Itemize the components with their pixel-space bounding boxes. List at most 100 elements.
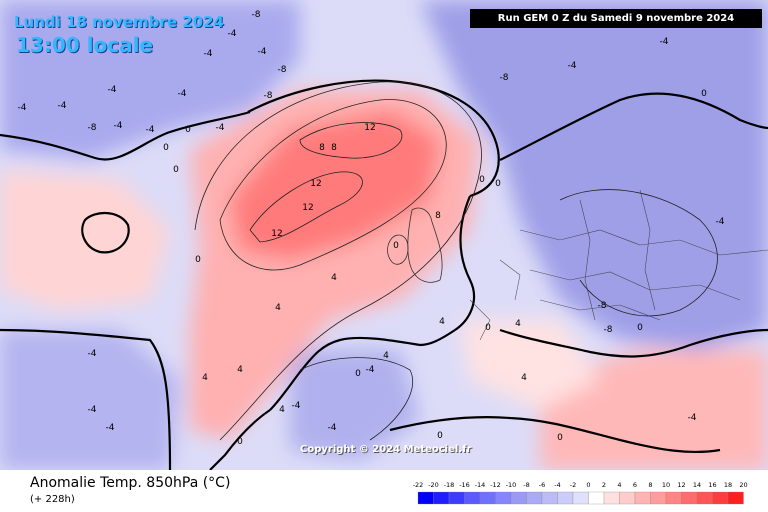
border-f xyxy=(469,299,491,341)
border-g xyxy=(499,259,521,301)
contour-label: -8 xyxy=(598,301,607,311)
legend-tick-label: -10 xyxy=(506,481,517,489)
legend-tick-label: -8 xyxy=(523,481,529,489)
border-c xyxy=(539,299,661,321)
ireland xyxy=(387,234,409,265)
contour-label: -4 xyxy=(108,85,117,95)
legend-tick-label: 20 xyxy=(739,481,747,489)
legend-tick-label: -18 xyxy=(444,481,455,489)
isotherm-0-africa xyxy=(299,357,413,441)
contour-label: -4 xyxy=(716,217,725,227)
contour-label: -4 xyxy=(58,101,67,111)
coast-north-africa xyxy=(389,416,721,454)
legend-tick-label: -16 xyxy=(459,481,470,489)
contour-label: 0 xyxy=(495,179,501,189)
contour-label: -8 xyxy=(278,65,287,75)
legend-tick-label: 0 xyxy=(586,481,590,489)
contour-label: 12 xyxy=(271,229,282,239)
contour-label: 4 xyxy=(331,273,337,283)
forecast-time: 13:00 locale xyxy=(16,33,153,57)
contour-label: 0 xyxy=(637,323,643,333)
warm-zone-balkans xyxy=(460,320,600,410)
contour-label: -4 xyxy=(204,49,213,59)
legend-color-swatch xyxy=(464,491,481,505)
contour-label: 12 xyxy=(302,203,313,213)
legend-tick-label: 4 xyxy=(617,481,621,489)
run-banner: Run GEM 0 Z du Samedi 9 novembre 2024 xyxy=(470,9,762,28)
legend-color-swatch xyxy=(712,491,729,505)
warm-zone-core xyxy=(230,110,440,260)
isotherm-minus4-east xyxy=(559,189,718,317)
contour-label: 4 xyxy=(202,373,208,383)
anomaly-field xyxy=(0,0,768,470)
isotherm-4 xyxy=(194,81,482,441)
contour-label: 0 xyxy=(485,323,491,333)
contour-label: 4 xyxy=(515,319,521,329)
contour-label: -4 xyxy=(366,365,375,375)
legend-color-swatch xyxy=(417,491,434,505)
contour-label: 0 xyxy=(163,143,169,153)
legend-color-swatch xyxy=(433,491,450,505)
contour-label: 8 xyxy=(331,143,337,153)
isotherm-8 xyxy=(219,99,447,271)
legend-color-swatch xyxy=(619,491,636,505)
contour-label: 12 xyxy=(364,123,375,133)
parameter-title: Anomalie Temp. 850hPa (°C) xyxy=(30,475,231,491)
contour-label: -4 xyxy=(88,405,97,415)
legend-tick-label: -22 xyxy=(413,481,424,489)
contour-label: 4 xyxy=(521,373,527,383)
legend-color-swatch xyxy=(448,491,465,505)
cold-zone-northwest xyxy=(0,0,300,160)
legend-tick-label: 6 xyxy=(633,481,637,489)
legend-color-swatch xyxy=(696,491,713,505)
coast-africa-west xyxy=(209,409,271,470)
contour-label: 0 xyxy=(195,255,201,265)
contour-label: 0 xyxy=(173,165,179,175)
legend-tick-label: -6 xyxy=(539,481,545,489)
coast-americas xyxy=(0,328,172,470)
contour-label: -4 xyxy=(688,413,697,423)
contour-label: -4 xyxy=(568,61,577,71)
contour-label: 4 xyxy=(237,365,243,375)
contour-label: -4 xyxy=(18,103,27,113)
contour-label: -8 xyxy=(500,73,509,83)
contour-label: 4 xyxy=(383,351,389,361)
contour-label: 8 xyxy=(319,143,325,153)
copyright-notice: Copyright © 2024 Meteociel.fr xyxy=(300,444,472,455)
coast-iceland xyxy=(247,79,500,198)
legend-tick-label: 8 xyxy=(648,481,652,489)
island-newfoundland xyxy=(81,212,130,254)
contour-label: 0 xyxy=(393,241,399,251)
contour-label: -4 xyxy=(106,423,115,433)
contour-label: 12 xyxy=(310,179,321,189)
legend-tick-label: 2 xyxy=(602,481,606,489)
contour-label: 4 xyxy=(279,405,285,415)
contour-label: 0 xyxy=(479,175,485,185)
legend-color-swatch xyxy=(588,491,605,505)
contour-label: -4 xyxy=(258,47,267,57)
legend-color-swatch xyxy=(727,491,744,505)
contour-label: -8 xyxy=(88,123,97,133)
contour-label: 0 xyxy=(437,431,443,441)
map-footer: Anomalie Temp. 850hPa (°C) (+ 228h) xyxy=(0,470,768,512)
legend-color-swatch xyxy=(665,491,682,505)
contour-label: -4 xyxy=(178,89,187,99)
contour-label: 4 xyxy=(275,303,281,313)
legend-color-swatch xyxy=(681,491,698,505)
legend-color-swatch xyxy=(557,491,574,505)
country-borders xyxy=(469,189,768,341)
forecast-date: Lundi 18 novembre 2024 xyxy=(14,13,224,31)
lead-time: (+ 228h) xyxy=(30,494,75,505)
isotherm-12-north xyxy=(299,122,403,159)
contour-label: 8 xyxy=(435,211,441,221)
legend-tick-label: -2 xyxy=(570,481,576,489)
legend-color-swatch xyxy=(650,491,667,505)
legend-color-swatch xyxy=(541,491,558,505)
legend-tick-label: 12 xyxy=(677,481,685,489)
contour-label: -8 xyxy=(252,10,261,20)
legend-tick-label: 10 xyxy=(662,481,670,489)
contour-label: 0 xyxy=(355,369,361,379)
legend-tick-label: 14 xyxy=(693,481,701,489)
contour-label: 4 xyxy=(439,317,445,327)
